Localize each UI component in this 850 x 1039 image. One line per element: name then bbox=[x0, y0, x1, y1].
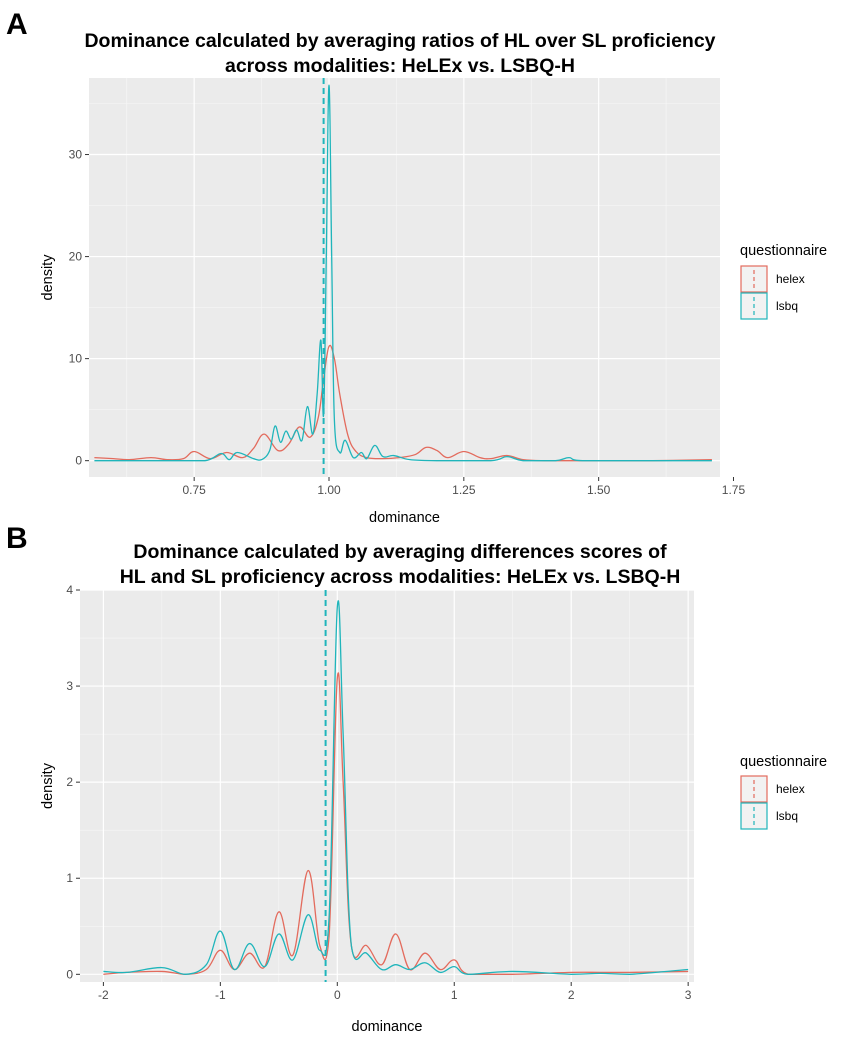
legend-label: helex bbox=[776, 782, 805, 796]
y-tick-label: 4 bbox=[66, 583, 73, 597]
legend: questionnaire helex lsbq bbox=[740, 243, 827, 320]
x-tick-label: 1.50 bbox=[587, 483, 611, 497]
legend-entry-helex: helex bbox=[740, 775, 805, 803]
legend-entry-lsbq: lsbq bbox=[740, 292, 798, 320]
legend-label: helex bbox=[776, 272, 805, 286]
x-tick-label: -1 bbox=[215, 988, 226, 1002]
panel-letter: B bbox=[6, 522, 28, 555]
x-tick-label: -2 bbox=[98, 988, 109, 1002]
chart-title-line: HL and SL proficiency across modalities:… bbox=[120, 566, 681, 588]
x-tick-label: 0.75 bbox=[182, 483, 206, 497]
minor-gridlines bbox=[80, 590, 694, 982]
y-tick-label: 1 bbox=[66, 871, 73, 885]
y-tick-label: 0 bbox=[75, 454, 82, 468]
y-tick-label: 2 bbox=[66, 775, 73, 789]
x-axis-title: dominance bbox=[352, 1019, 423, 1035]
y-tick-label: 20 bbox=[69, 250, 83, 264]
legend: questionnaire helex lsbq bbox=[740, 754, 827, 830]
chart-panel-a: A Dominance calculated by averaging ratio… bbox=[6, 8, 827, 526]
series-line-lsbq bbox=[103, 600, 689, 975]
series-line-helex bbox=[94, 344, 712, 462]
major-gridlines bbox=[80, 589, 694, 982]
y-tick-label: 3 bbox=[66, 679, 73, 693]
plot-background bbox=[80, 590, 694, 982]
legend-label: lsbq bbox=[776, 809, 798, 823]
plot-background bbox=[89, 78, 720, 477]
y-tick-label: 10 bbox=[69, 352, 83, 366]
legend-entry-lsbq: lsbq bbox=[740, 802, 798, 830]
x-tick-label: 1 bbox=[451, 988, 458, 1002]
chart-title-line: Dominance calculated by averaging ratios… bbox=[84, 30, 715, 52]
chart-panel-b: B Dominance calculated by averaging diffe… bbox=[6, 522, 827, 1035]
y-tick-label: 30 bbox=[69, 148, 83, 162]
x-axis-title: dominance bbox=[369, 510, 440, 526]
y-axis-title: density bbox=[40, 762, 56, 809]
x-tick-label: 0 bbox=[334, 988, 341, 1002]
panel-letter: A bbox=[6, 8, 28, 41]
chart-title-line: Dominance calculated by averaging differ… bbox=[133, 541, 667, 563]
legend-title: questionnaire bbox=[740, 754, 827, 770]
y-tick-label: 0 bbox=[66, 967, 73, 981]
series-line-helex bbox=[103, 672, 689, 975]
x-tick-label: 1.00 bbox=[317, 483, 341, 497]
x-tick-label: 1.75 bbox=[722, 483, 746, 497]
x-tick-label: 3 bbox=[685, 988, 692, 1002]
series-line-lsbq bbox=[94, 84, 712, 462]
x-tick-label: 2 bbox=[568, 988, 575, 1002]
legend-label: lsbq bbox=[776, 299, 798, 313]
chart-title-line: across modalities: HeLEx vs. LSBQ-H bbox=[225, 55, 575, 77]
x-tick-label: 1.25 bbox=[452, 483, 476, 497]
legend-entry-helex: helex bbox=[740, 265, 805, 293]
legend-title: questionnaire bbox=[740, 243, 827, 259]
y-axis-title: density bbox=[40, 254, 56, 301]
